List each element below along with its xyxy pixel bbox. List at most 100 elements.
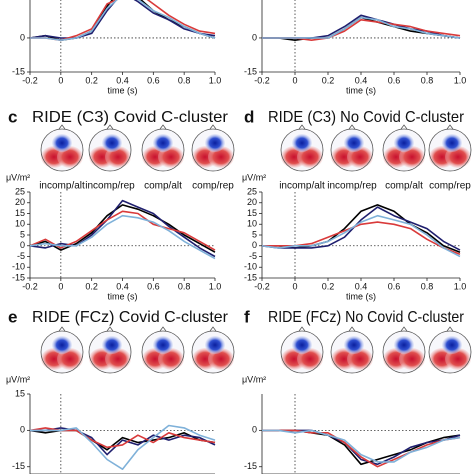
head-negative: [442, 336, 462, 354]
x-tick-label: 0.2: [322, 281, 335, 291]
topomap: [191, 326, 235, 374]
head-outline: [141, 128, 185, 172]
head-nose: [106, 124, 114, 130]
x-tick-label: 0.8: [421, 281, 434, 291]
topomap: [88, 326, 132, 374]
head-nose: [106, 326, 114, 332]
head-outline: [382, 128, 426, 172]
y-tick-label: -15: [12, 66, 25, 76]
y-tick-label: 10: [15, 219, 25, 229]
x-tick-label: 0.2: [85, 75, 98, 85]
head-nose: [446, 326, 454, 332]
topomap: [141, 326, 185, 374]
head-nose: [348, 124, 356, 130]
y-axis-label: μV/m²: [6, 374, 30, 384]
topomap: [382, 326, 426, 374]
topomap: [40, 326, 84, 374]
head-negative: [52, 134, 72, 152]
head-nose: [209, 326, 217, 332]
head-outline: [428, 128, 472, 172]
erp-line: [30, 424, 216, 470]
head-negative: [205, 336, 225, 354]
y-axis-label: μV/m²: [242, 374, 266, 384]
erp-line: [29, 0, 216, 39]
y-tick-label: 5: [20, 229, 25, 239]
head-nose: [209, 124, 217, 130]
y-tick-label: -10: [12, 262, 25, 272]
erp-line: [262, 16, 461, 41]
y-tick-label: 25: [247, 186, 257, 196]
x-tick-label: 0: [58, 281, 63, 291]
y-tick-label: -5: [17, 251, 25, 261]
panel-letter: d: [244, 107, 254, 126]
condition-label: incomp/alt: [39, 181, 85, 192]
panel-letter: e: [8, 307, 17, 326]
x-tick-label: 0.4: [116, 75, 129, 85]
topomap: [330, 124, 374, 172]
head-outline: [191, 128, 235, 172]
x-tick-label: 0: [58, 75, 63, 85]
x-tick-label: 1.0: [454, 281, 467, 291]
head-nose: [298, 124, 306, 130]
x-tick-label: 0: [292, 281, 297, 291]
head-nose: [159, 124, 167, 130]
y-tick-label: 20: [15, 197, 25, 207]
y-tick-label: 0: [252, 32, 257, 42]
head-negative: [394, 336, 414, 354]
head-nose: [400, 326, 408, 332]
x-tick-label: 0.2: [322, 75, 335, 85]
y-tick-label: 0: [252, 240, 257, 250]
erp-line: [30, 427, 216, 456]
x-tick-label: 0.8: [178, 75, 191, 85]
y-tick-label: 15: [247, 208, 257, 218]
y-tick-label: 15: [15, 208, 25, 218]
x-tick-label: 0.4: [116, 281, 129, 291]
condition-label: comp/alt: [144, 181, 182, 192]
condition-label: comp/rep: [192, 181, 234, 192]
y-tick-label: 15: [15, 388, 25, 398]
head-negative: [344, 134, 364, 152]
head-negative: [153, 336, 173, 354]
erp-line: [261, 214, 461, 258]
y-tick-label: -10: [244, 262, 257, 272]
erp-line: [262, 19, 461, 41]
head-negative: [205, 134, 225, 152]
panel-title: RIDE (FCz) No Covid C-cluster: [268, 309, 465, 326]
x-axis-label: time (s): [346, 291, 376, 301]
y-axis-label: μV/m²: [6, 172, 30, 182]
topomap: [428, 326, 472, 374]
condition-label: incomp/alt: [279, 181, 325, 192]
head-negative: [344, 336, 364, 354]
head-negative: [102, 336, 122, 354]
erp-line: [29, 204, 216, 253]
y-tick-label: 10: [247, 219, 257, 229]
x-tick-label: -0.2: [254, 75, 270, 85]
erp-line: [29, 0, 216, 41]
panel-letter: f: [244, 307, 250, 326]
x-axis-label: time (s): [108, 291, 138, 301]
x-tick-label: 1.0: [209, 281, 222, 291]
head-negative: [292, 336, 312, 354]
y-axis-label: μV/m²: [242, 172, 266, 182]
head-nose: [58, 124, 66, 130]
head-negative: [394, 134, 414, 152]
head-nose: [298, 326, 306, 332]
x-tick-label: 0.8: [421, 75, 434, 85]
head-outline: [428, 330, 472, 374]
panel-title: RIDE (C3) Covid C-cluster: [32, 109, 229, 126]
head-outline: [382, 330, 426, 374]
y-tick-label: -15: [12, 272, 25, 282]
y-tick-label: -15: [244, 66, 257, 76]
panel-title: RIDE (C3) No Covid C-cluster: [268, 109, 465, 126]
topomap: [141, 124, 185, 172]
head-outline: [191, 330, 235, 374]
x-tick-label: -0.2: [22, 75, 38, 85]
x-tick-label: 0.4: [355, 281, 368, 291]
head-outline: [40, 128, 84, 172]
x-tick-label: 0.4: [355, 75, 368, 85]
topomap: [280, 124, 324, 172]
x-tick-label: 0.6: [147, 75, 160, 85]
head-outline: [141, 330, 185, 374]
head-outline: [280, 128, 324, 172]
head-negative: [102, 134, 122, 152]
